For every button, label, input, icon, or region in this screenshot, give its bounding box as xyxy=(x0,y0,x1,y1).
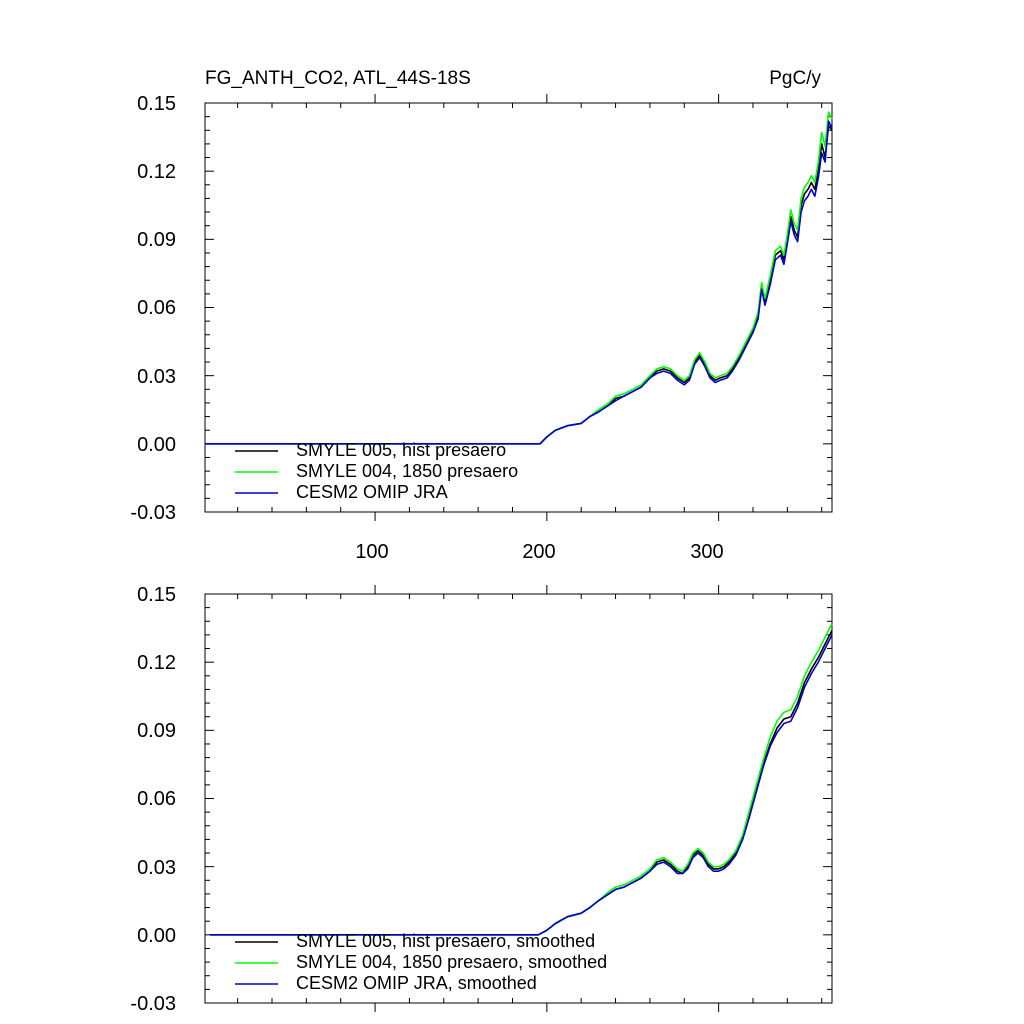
y-tick-label: 0.03 xyxy=(137,857,176,879)
series-line-bottom-0 xyxy=(210,630,833,936)
y-tick-label: 0.09 xyxy=(137,720,176,742)
legend-label-cesm2: CESM2 OMIP JRA xyxy=(296,482,448,502)
y-tick-label: -0.03 xyxy=(130,502,176,524)
x-tick-label: 200 xyxy=(522,541,555,563)
y-tick-label: 0.00 xyxy=(137,925,176,947)
series-line-top-2 xyxy=(205,120,833,445)
series-group-top xyxy=(205,111,833,445)
y-tick-label: 0.06 xyxy=(137,297,176,319)
y-tick-label: -0.03 xyxy=(130,993,176,1015)
y-tick-label: 0.15 xyxy=(137,584,176,606)
y-tick-label: 0.09 xyxy=(137,229,176,251)
y-tick-label: 0.12 xyxy=(137,161,176,183)
series-line-bottom-1 xyxy=(210,623,833,936)
series-line-bottom-2 xyxy=(210,634,833,936)
legend-label-smyle005-smoothed: SMYLE 005, hist presaero, smoothed xyxy=(296,931,595,951)
legend-label-smyle004: SMYLE 004, 1850 presaero xyxy=(296,461,518,481)
y-tick-label: 0.12 xyxy=(137,652,176,674)
y-tick-label: 0.06 xyxy=(137,788,176,810)
y-tick-label: 0.00 xyxy=(137,434,176,456)
series-line-top-0 xyxy=(205,124,833,445)
chart-units-label: PgC/y xyxy=(769,68,821,89)
y-tick-label: 0.15 xyxy=(137,93,176,115)
panel-smoothed: 0.15 0.12 0.09 0.06 0.03 0.00 -0.03 SMYL… xyxy=(130,584,833,1015)
legend-bottom: SMYLE 005, hist presaero, smoothed SMYLE… xyxy=(235,931,607,993)
panel-raw: FG_ANTH_CO2, ATL_44S-18S PgC/y 0.15 0.12… xyxy=(130,68,833,563)
chart-title-left: FG_ANTH_CO2, ATL_44S-18S xyxy=(205,68,471,89)
legend-top: SMYLE 005, hist presaero SMYLE 004, 1850… xyxy=(235,440,518,502)
series-group-bottom xyxy=(210,623,833,936)
y-tick-label: 0.03 xyxy=(137,366,176,388)
series-line-top-1 xyxy=(205,111,833,445)
legend-label-smyle004-smoothed: SMYLE 004, 1850 presaero, smoothed xyxy=(296,952,607,972)
x-tick-label: 300 xyxy=(690,541,723,563)
x-tick-label: 100 xyxy=(355,541,388,563)
legend-label-smyle005: SMYLE 005, hist presaero xyxy=(296,440,506,460)
axis-ticks-top xyxy=(205,94,832,521)
legend-label-cesm2-smoothed: CESM2 OMIP JRA, smoothed xyxy=(296,973,537,993)
axis-ticks-bottom xyxy=(205,585,832,1012)
